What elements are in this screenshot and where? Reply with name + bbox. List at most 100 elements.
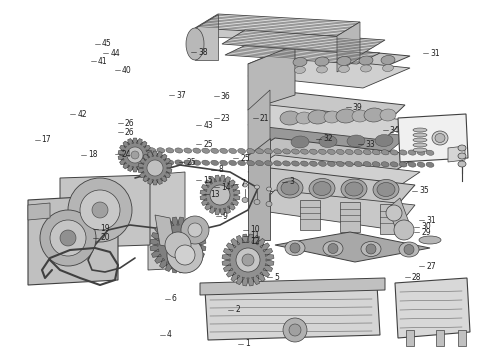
- Circle shape: [175, 245, 195, 265]
- Ellipse shape: [273, 149, 281, 154]
- Ellipse shape: [372, 162, 380, 167]
- Ellipse shape: [193, 148, 201, 153]
- Text: 42: 42: [77, 110, 87, 119]
- Text: 8: 8: [218, 166, 223, 175]
- Circle shape: [386, 205, 402, 221]
- Ellipse shape: [345, 182, 363, 196]
- Text: 26: 26: [125, 128, 135, 137]
- Ellipse shape: [417, 150, 425, 155]
- Text: 31: 31: [430, 49, 440, 58]
- Ellipse shape: [458, 145, 466, 151]
- Ellipse shape: [256, 149, 264, 154]
- Ellipse shape: [413, 138, 427, 142]
- Circle shape: [366, 244, 376, 254]
- Ellipse shape: [280, 111, 300, 125]
- Circle shape: [210, 185, 230, 205]
- Polygon shape: [255, 190, 415, 230]
- Ellipse shape: [435, 134, 445, 143]
- Ellipse shape: [426, 162, 434, 167]
- Polygon shape: [248, 45, 295, 110]
- Ellipse shape: [267, 187, 271, 191]
- Text: 24: 24: [122, 150, 131, 158]
- Text: 10: 10: [250, 225, 260, 234]
- Polygon shape: [388, 198, 410, 235]
- Text: 30: 30: [421, 222, 431, 231]
- Text: 3: 3: [289, 177, 294, 186]
- Ellipse shape: [458, 161, 466, 167]
- Ellipse shape: [408, 150, 416, 155]
- Text: 5: 5: [274, 273, 279, 282]
- Ellipse shape: [383, 64, 393, 72]
- Ellipse shape: [265, 161, 272, 166]
- Polygon shape: [248, 45, 410, 76]
- Text: 38: 38: [198, 48, 208, 57]
- Ellipse shape: [265, 149, 272, 154]
- Ellipse shape: [390, 150, 398, 155]
- Text: 44: 44: [110, 49, 120, 58]
- Polygon shape: [448, 146, 465, 162]
- Ellipse shape: [336, 161, 344, 167]
- Ellipse shape: [345, 161, 353, 167]
- Ellipse shape: [363, 162, 371, 167]
- Ellipse shape: [399, 150, 407, 155]
- Ellipse shape: [184, 160, 192, 165]
- Circle shape: [404, 244, 414, 255]
- Ellipse shape: [296, 112, 312, 124]
- Ellipse shape: [229, 160, 237, 166]
- Ellipse shape: [318, 149, 326, 154]
- Circle shape: [328, 243, 338, 253]
- Ellipse shape: [130, 159, 138, 165]
- Ellipse shape: [432, 131, 448, 145]
- Ellipse shape: [373, 180, 399, 199]
- Ellipse shape: [361, 65, 371, 72]
- Text: 19: 19: [100, 224, 110, 233]
- Ellipse shape: [283, 161, 291, 166]
- Polygon shape: [248, 90, 270, 155]
- Text: 25: 25: [186, 158, 196, 166]
- Ellipse shape: [413, 133, 427, 137]
- Circle shape: [181, 216, 209, 244]
- Polygon shape: [248, 168, 415, 210]
- Ellipse shape: [313, 181, 331, 195]
- Ellipse shape: [175, 148, 183, 153]
- Text: 36: 36: [220, 92, 230, 101]
- Circle shape: [60, 230, 76, 246]
- Ellipse shape: [246, 149, 254, 154]
- Ellipse shape: [309, 179, 335, 198]
- Ellipse shape: [184, 148, 192, 153]
- Ellipse shape: [317, 66, 327, 73]
- Ellipse shape: [283, 149, 291, 154]
- Ellipse shape: [220, 148, 228, 153]
- Ellipse shape: [363, 149, 371, 155]
- Polygon shape: [225, 44, 380, 64]
- Text: 32: 32: [323, 134, 333, 143]
- Polygon shape: [436, 330, 444, 346]
- Ellipse shape: [148, 159, 156, 165]
- Ellipse shape: [238, 161, 245, 166]
- Ellipse shape: [336, 149, 344, 154]
- Text: 12: 12: [250, 238, 259, 247]
- Ellipse shape: [352, 110, 368, 122]
- Polygon shape: [248, 138, 270, 240]
- Ellipse shape: [242, 198, 248, 202]
- Polygon shape: [340, 202, 360, 232]
- Ellipse shape: [246, 161, 254, 166]
- Polygon shape: [380, 204, 400, 234]
- Text: 25: 25: [240, 154, 250, 163]
- Ellipse shape: [211, 148, 219, 153]
- Text: 15: 15: [203, 176, 213, 185]
- Polygon shape: [248, 138, 420, 172]
- Polygon shape: [118, 138, 152, 172]
- Ellipse shape: [254, 199, 260, 204]
- Text: 45: 45: [102, 40, 112, 49]
- Polygon shape: [28, 195, 118, 285]
- Ellipse shape: [166, 148, 174, 153]
- Circle shape: [50, 220, 86, 256]
- Text: 35: 35: [419, 186, 429, 195]
- Ellipse shape: [202, 160, 210, 165]
- Ellipse shape: [413, 148, 427, 152]
- Polygon shape: [222, 30, 385, 54]
- Text: 27: 27: [426, 262, 436, 271]
- Ellipse shape: [139, 148, 147, 153]
- Ellipse shape: [294, 67, 305, 73]
